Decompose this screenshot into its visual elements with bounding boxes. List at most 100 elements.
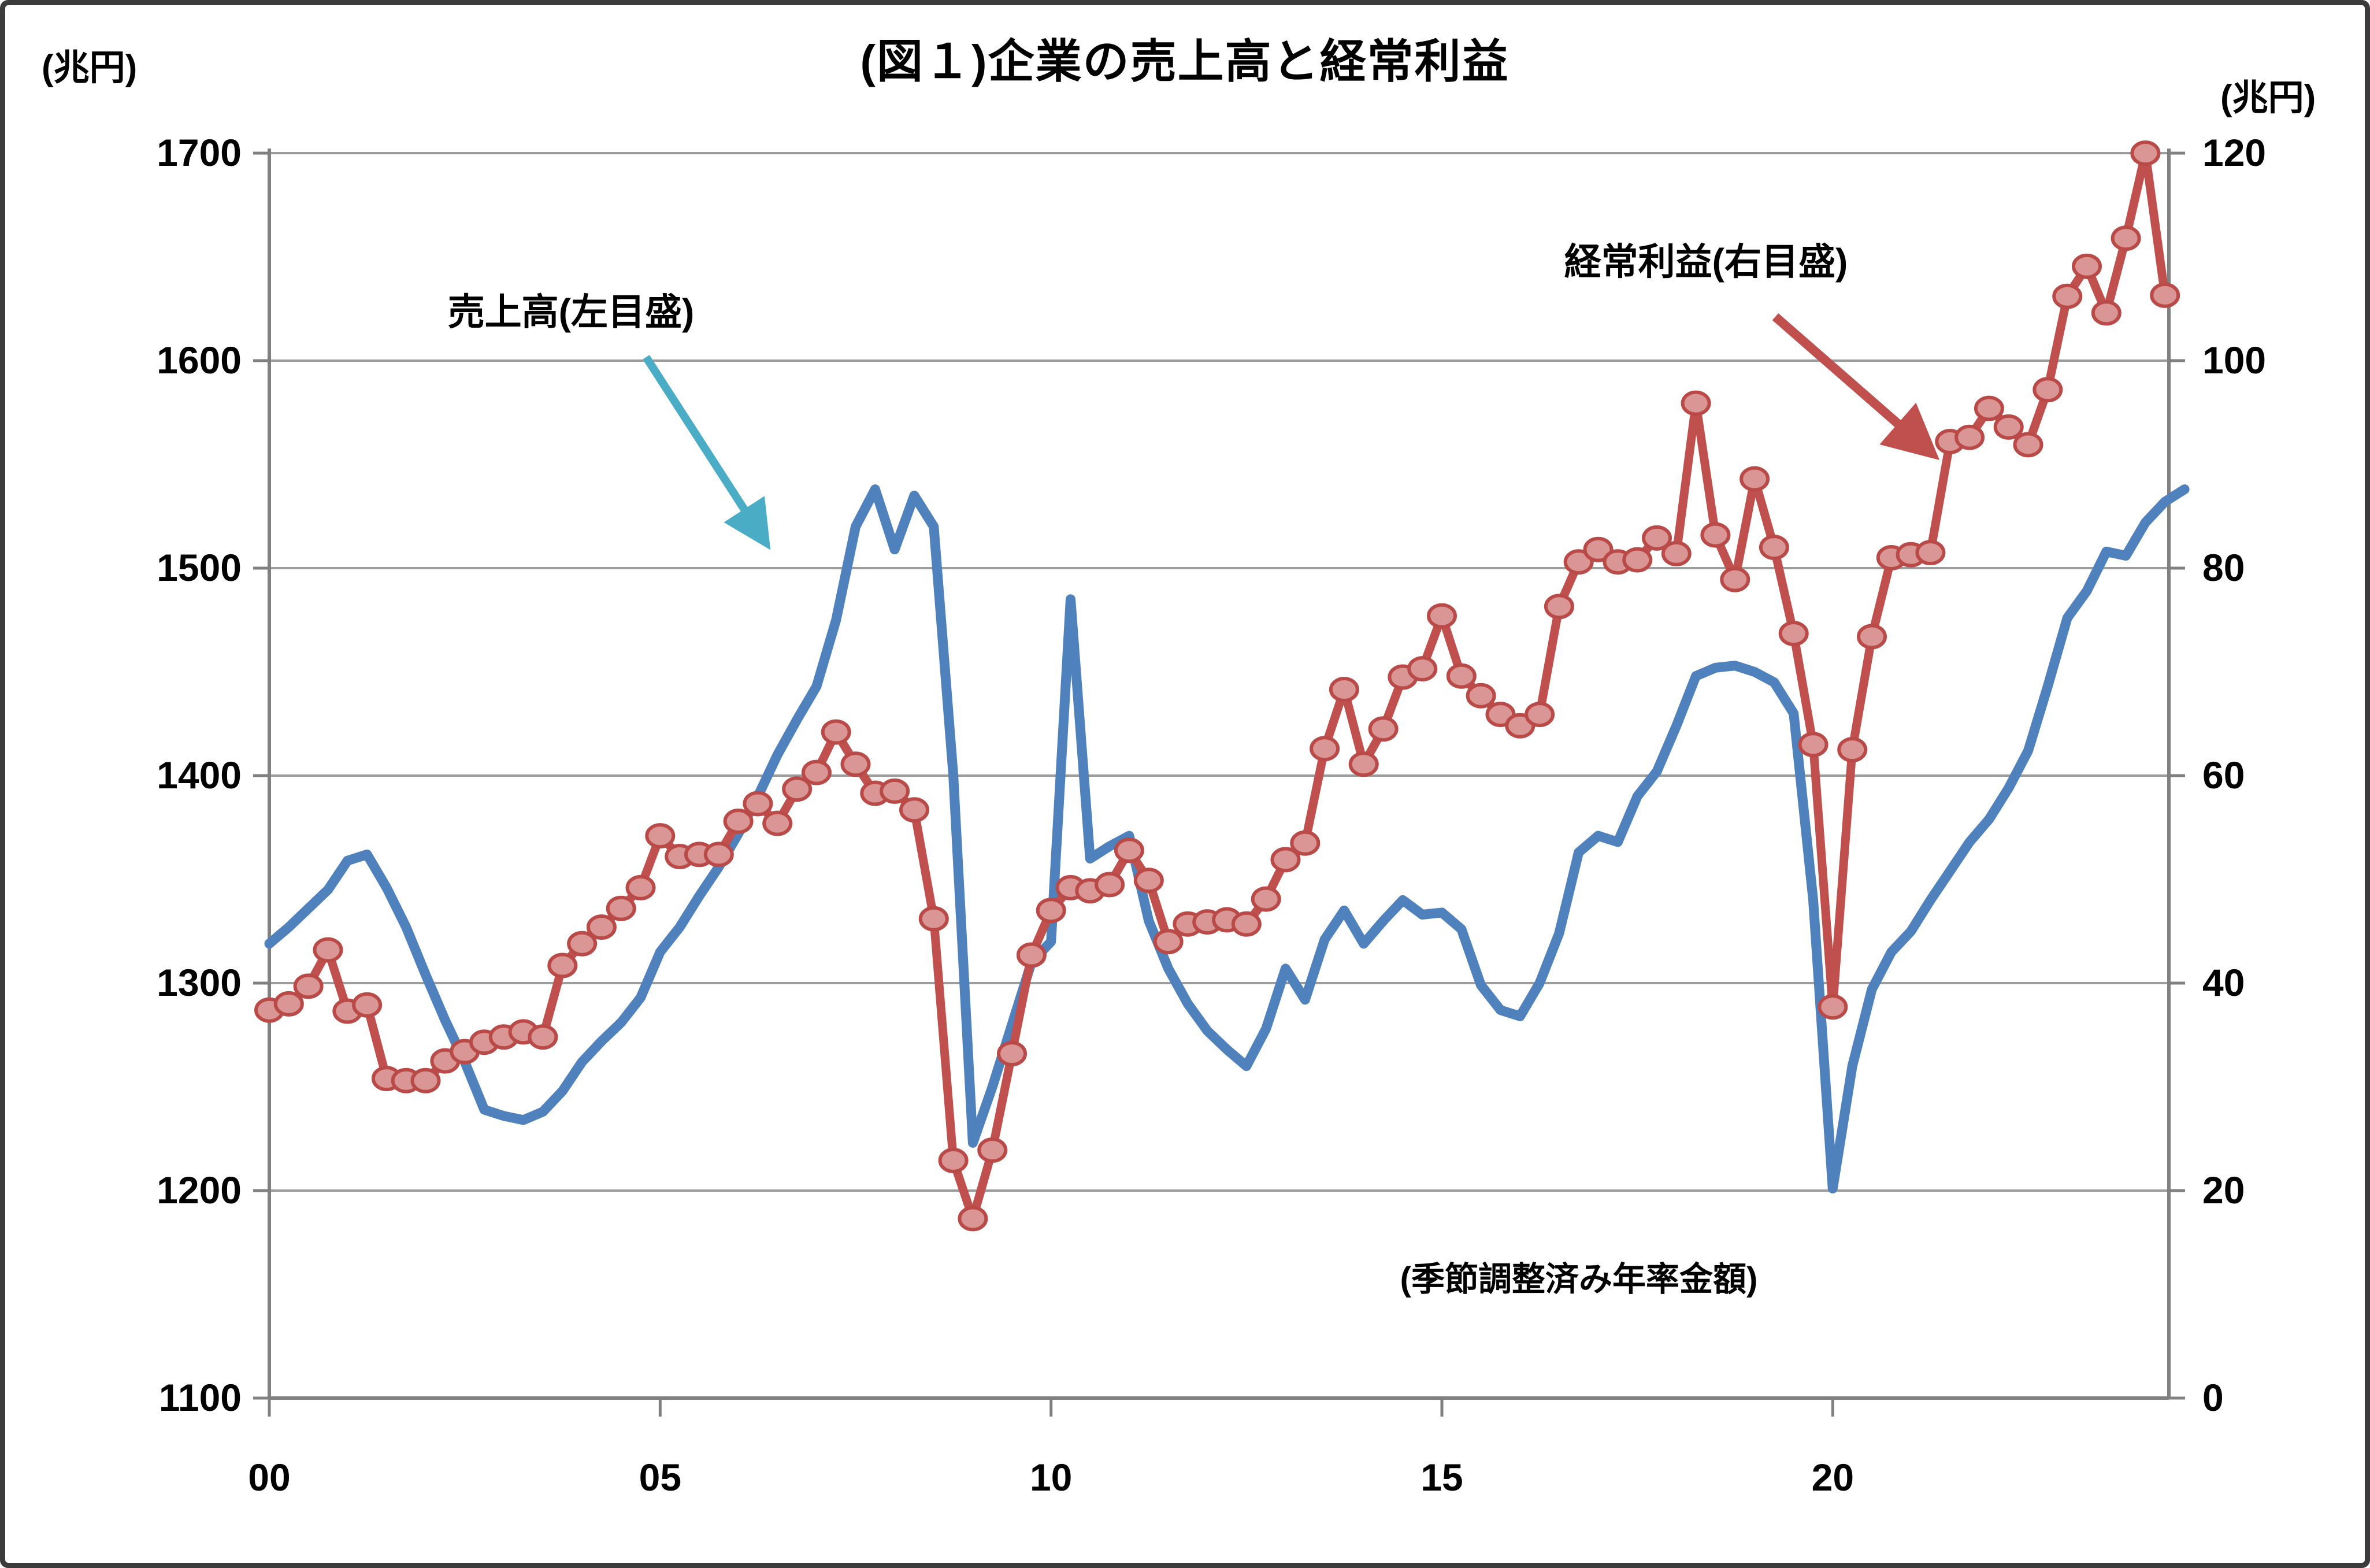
left-axis-tick-label: 1300 [157, 961, 242, 1004]
profit-marker [977, 1137, 1008, 1163]
right-axis-tick-label: 20 [2202, 1169, 2245, 1211]
profit-marker [1974, 395, 2004, 421]
profit-marker [606, 895, 636, 921]
profit-marker [958, 1206, 988, 1232]
x-axis-tick-label: 20 [1812, 1456, 1854, 1499]
profit-marker [1231, 911, 1262, 937]
left-axis-tick-label: 1600 [157, 339, 242, 381]
profit-marker [1133, 868, 1164, 894]
profit-marker [2013, 432, 2043, 458]
profit-marker [1798, 732, 1829, 758]
profit-marker [997, 1041, 1027, 1067]
profit-marker [2130, 140, 2161, 166]
profit-marker [1661, 540, 1692, 566]
profit-marker [1114, 837, 1144, 863]
right-axis-tick-label: 120 [2202, 131, 2266, 174]
profit-marker [801, 759, 832, 785]
x-axis-tick-label: 00 [248, 1456, 290, 1499]
profit-marker [567, 931, 598, 957]
profit-marker [1446, 663, 1477, 689]
profit-marker [938, 1147, 969, 1173]
profit-marker [2052, 283, 2083, 309]
profit-marker [762, 810, 793, 836]
right-axis-tick-label: 0 [2202, 1376, 2224, 1419]
profit-marker [1329, 677, 1359, 702]
profit-marker [352, 992, 383, 1018]
page-title: (図１)企業の売上高と経常利益 [860, 36, 1509, 87]
profit-marker [880, 778, 910, 804]
profit-marker [782, 776, 813, 802]
profit-marker [1270, 847, 1301, 873]
profit-marker [1778, 621, 1809, 647]
profit-marker [1642, 525, 1672, 551]
profit-marker [1251, 886, 1281, 912]
profit-marker [1016, 942, 1047, 968]
profit-marker [1720, 566, 1750, 592]
profit-marker [1993, 414, 2024, 440]
profit-marker [313, 937, 343, 963]
profit-marker [1954, 424, 1985, 450]
right-axis-tick-label: 60 [2202, 754, 2245, 796]
profit-marker [1818, 994, 1848, 1020]
profit-marker [1759, 535, 1789, 561]
profit-marker [1740, 466, 1770, 492]
profit-marker [2150, 282, 2180, 308]
profit-marker [1427, 603, 1457, 629]
right-axis-tick-label: 80 [2202, 546, 2245, 589]
left-axis-tick-label: 1400 [157, 754, 242, 796]
right-axis-tick-label: 100 [2202, 339, 2266, 381]
profit-marker [1837, 737, 1868, 763]
profit-marker [723, 809, 754, 834]
profit-marker [1290, 830, 1321, 856]
profit-marker [821, 719, 851, 745]
profit-marker [1348, 751, 1379, 777]
sales-series-annotation: 売上高(左目盛) [447, 291, 695, 333]
profit-marker [1310, 736, 1340, 762]
profit-marker [840, 751, 871, 777]
profit-marker [1095, 872, 1125, 898]
profit-marker [1368, 716, 1399, 742]
x-axis-tick-label: 15 [1420, 1456, 1463, 1499]
profit-marker [273, 991, 304, 1017]
profit-marker [2091, 300, 2121, 326]
profit-marker [1036, 898, 1066, 924]
left-axis-unit-label: (兆円) [42, 48, 138, 88]
profit-marker [2033, 377, 2063, 403]
profit-marker [1407, 656, 1438, 682]
profit-marker [1915, 540, 1946, 566]
profit-marker [1525, 702, 1555, 728]
profit-marker [410, 1067, 441, 1093]
left-axis-tick-label: 1100 [159, 1376, 242, 1419]
profit-marker [293, 973, 324, 999]
profit-marker [1563, 549, 1594, 575]
left-axis-tick-label: 1200 [157, 1169, 242, 1211]
profit-marker [625, 874, 656, 900]
profit-marker [1466, 683, 1496, 709]
seasonal-adjustment-note: (季節調整済み年率金額) [1400, 1261, 1758, 1298]
left-axis-tick-label: 1500 [157, 546, 242, 589]
profit-marker [645, 823, 676, 849]
profit-marker [547, 952, 578, 978]
sales-line [264, 484, 2190, 1193]
right-axis-tick-label: 40 [2202, 961, 2245, 1004]
profit-marker [1153, 929, 1184, 955]
profit-marker [703, 842, 734, 868]
x-axis-tick-label: 05 [639, 1456, 681, 1499]
sales-annotation-arrow [643, 355, 771, 550]
profit-marker [1700, 522, 1731, 548]
profit-series-annotation: 経常利益(右目盛) [1564, 241, 1848, 283]
right-axis-unit-label: (兆円) [2220, 78, 2316, 118]
profit-marker [899, 797, 929, 823]
profit-marker [1622, 547, 1653, 573]
profit-marker [2072, 253, 2102, 279]
profit-marker [1857, 624, 1887, 650]
profit-marker [2111, 225, 2141, 251]
profit-annotation-arrow [1772, 313, 1940, 461]
x-axis-tick-label: 10 [1030, 1456, 1072, 1499]
left-axis-tick-label: 1700 [157, 131, 242, 174]
profit-marker [1681, 390, 1711, 416]
profit-marker [1544, 594, 1574, 620]
profit-marker [743, 791, 773, 817]
